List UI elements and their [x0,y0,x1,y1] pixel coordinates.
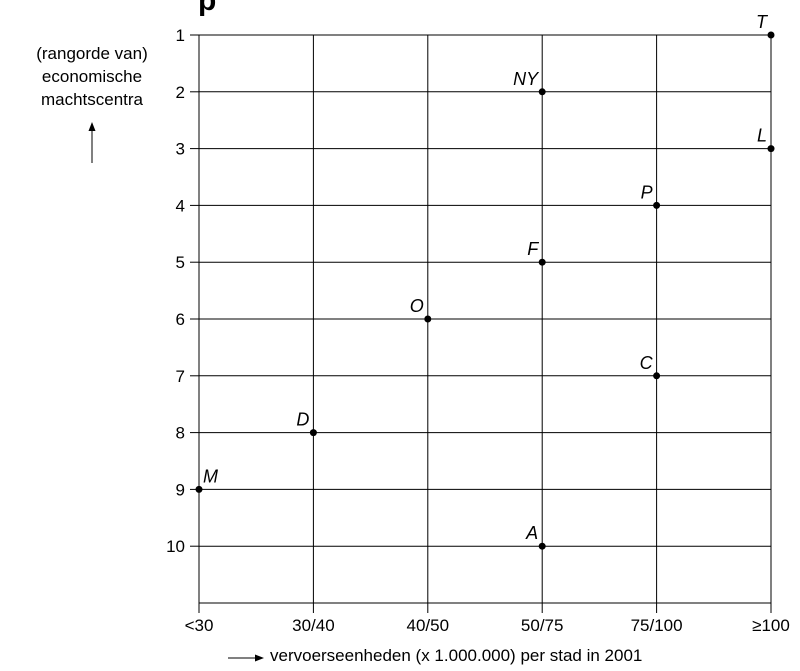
x-axis-arrow-head [255,654,264,662]
x-axis-label: vervoerseenheden (x 1.000.000) per stad … [270,646,643,665]
point-label-A: A [525,523,538,543]
point-F [538,258,546,266]
y-tick-label-7: 7 [176,367,185,386]
y-tick-label-5: 5 [176,253,185,272]
point-label-C: C [640,353,654,373]
point-C [653,372,661,380]
y-axis-label-line-3: machtscentra [40,90,144,109]
chart-title-fragment: p [198,0,217,17]
point-label-P: P [641,182,653,202]
chart-grid [198,34,772,604]
point-P [653,201,661,209]
point-O [424,315,432,323]
x-tick-labels: <30 30/40 40/50 50/75 75/100 ≥100 [185,603,790,635]
point-D [309,429,317,437]
x-tick-label-4: 75/100 [631,616,683,635]
y-tick-label-6: 6 [176,310,185,329]
data-points: T NY L P F O C D M A [195,12,775,550]
x-tick-label-3: 50/75 [521,616,564,635]
y-axis-label-line-2: economische [41,67,143,86]
x-tick-label-1: 30/40 [292,616,335,635]
y-tick-label-8: 8 [176,424,185,443]
point-A [538,542,546,550]
y-tick-label-3: 3 [176,140,185,159]
point-label-M: M [203,466,218,486]
point-L [767,145,775,153]
y-tick-label-9: 9 [176,480,185,499]
y-tick-label-10: 10 [166,537,185,556]
point-label-T: T [756,12,769,32]
point-label-L: L [757,126,767,146]
y-tick-label-4: 4 [176,196,185,215]
point-label-F: F [527,239,539,259]
point-M [195,485,203,493]
point-label-D: D [296,410,309,430]
y-axis-label-line-1: (rangorde van) [36,44,148,63]
point-label-O: O [410,296,424,316]
axis-arrows [88,122,264,662]
point-label-NY: NY [513,69,540,89]
y-tick-label-1: 1 [176,26,185,45]
point-T [767,31,775,39]
x-tick-label-0: <30 [185,616,214,635]
y-tick-labels: 1 2 3 4 5 6 7 8 9 10 [166,26,199,556]
x-tick-label-2: 40/50 [407,616,450,635]
x-tick-label-5: ≥100 [752,616,790,635]
y-tick-label-2: 2 [176,83,185,102]
y-axis-arrow-head [88,122,96,131]
point-NY [538,88,546,96]
